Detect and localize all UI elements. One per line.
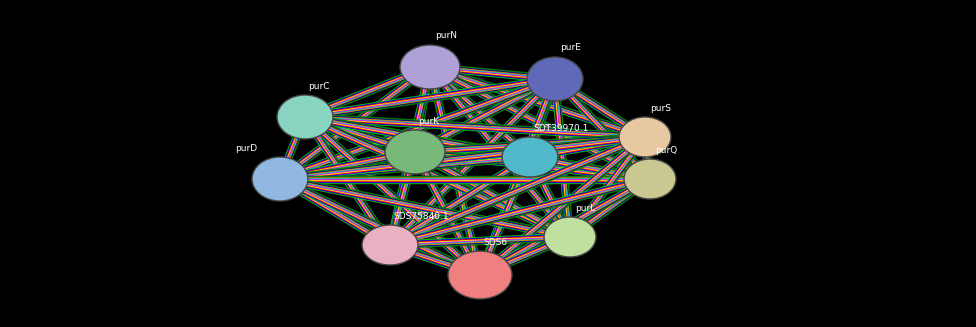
Text: SDT39970.1: SDT39970.1 <box>533 124 589 133</box>
Ellipse shape <box>544 217 596 257</box>
Ellipse shape <box>400 45 460 89</box>
Ellipse shape <box>619 117 671 157</box>
Text: purN: purN <box>435 31 457 40</box>
Text: purK: purK <box>418 117 439 126</box>
Ellipse shape <box>252 157 308 201</box>
Ellipse shape <box>385 130 445 174</box>
Text: SDS6: SDS6 <box>483 238 508 247</box>
Ellipse shape <box>502 137 558 177</box>
Ellipse shape <box>527 57 583 101</box>
Ellipse shape <box>277 95 333 139</box>
Text: purC: purC <box>308 82 330 91</box>
Ellipse shape <box>362 225 418 265</box>
Text: purE: purE <box>560 43 581 52</box>
Text: purS: purS <box>650 104 671 113</box>
Text: purL: purL <box>575 204 595 213</box>
Ellipse shape <box>448 251 512 299</box>
Text: purD: purD <box>235 144 257 153</box>
Text: SDS75840.1: SDS75840.1 <box>393 212 449 221</box>
Text: purQ: purQ <box>655 146 677 155</box>
Ellipse shape <box>624 159 676 199</box>
